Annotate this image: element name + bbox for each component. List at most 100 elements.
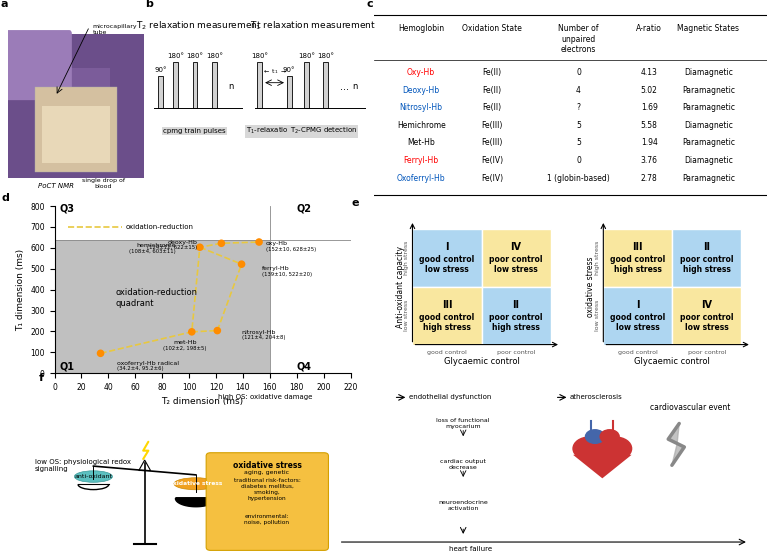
Text: T$_2$ relaxation measurement: T$_2$ relaxation measurement (136, 19, 262, 32)
Text: microcapillary
tube: microcapillary tube (93, 25, 137, 35)
Text: e: e (351, 198, 359, 208)
Text: b: b (146, 0, 153, 9)
Bar (412, 229, 481, 287)
Text: T$_1$ relaxation measurement: T$_1$ relaxation measurement (249, 19, 375, 32)
Text: ferryl-Hb: ferryl-Hb (262, 266, 289, 271)
Text: oxidation-reduction
quadrant: oxidation-reduction quadrant (115, 289, 197, 307)
Text: low stress: low stress (404, 300, 409, 331)
Text: Hemichrome: Hemichrome (397, 121, 446, 130)
Text: 180°: 180° (317, 53, 334, 58)
Text: Diamagnetic: Diamagnetic (684, 121, 733, 130)
Text: high stress: high stress (594, 241, 600, 275)
Text: oxoferryl-Hb radical: oxoferryl-Hb radical (117, 360, 178, 365)
Ellipse shape (74, 471, 112, 482)
Text: good control: good control (427, 350, 467, 355)
Text: anti-oxidant: anti-oxidant (75, 474, 112, 479)
Text: 90°: 90° (154, 67, 167, 74)
Ellipse shape (174, 478, 218, 490)
Text: Nitrosyl-Hb: Nitrosyl-Hb (400, 103, 442, 112)
Text: good control
high stress: good control high stress (610, 255, 665, 275)
Text: Met-Hb: Met-Hb (407, 138, 435, 148)
Point (215, 239, 227, 248)
Text: Paramagnetic: Paramagnetic (682, 138, 735, 148)
Bar (35, 87, 117, 172)
Text: Q1: Q1 (60, 361, 75, 371)
Text: single drop of
blood: single drop of blood (82, 178, 125, 189)
Text: poor control
high stress: poor control high stress (489, 313, 543, 333)
Text: heart failure: heart failure (449, 546, 492, 552)
Bar (55, 206, 270, 373)
Text: atherosclerosis: atherosclerosis (570, 394, 623, 400)
Text: Oxoferryl-Hb: Oxoferryl-Hb (397, 174, 446, 183)
Polygon shape (668, 423, 684, 465)
Text: Magnetic States: Magnetic States (677, 25, 739, 33)
Text: 4: 4 (576, 86, 581, 95)
Text: IV: IV (510, 242, 521, 252)
Text: Deoxy-Hb: Deoxy-Hb (403, 86, 439, 95)
Text: loss of functional
myocarium: loss of functional myocarium (436, 418, 490, 429)
Bar (287, 76, 291, 108)
Point (185, 328, 198, 336)
Polygon shape (175, 499, 217, 507)
Text: poor control
low stress: poor control low stress (489, 255, 543, 275)
Bar (192, 62, 197, 108)
Text: $\leftarrow$ t$_1$ $\rightarrow$: $\leftarrow$ t$_1$ $\rightarrow$ (262, 67, 287, 76)
X-axis label: T₂ dimension (ms): T₂ dimension (ms) (161, 398, 244, 407)
Text: (102±2, 198±5): (102±2, 198±5) (164, 345, 206, 350)
Text: oxidative stress: oxidative stress (169, 481, 223, 486)
Circle shape (599, 437, 632, 460)
Text: cardiovascular event: cardiovascular event (650, 403, 731, 412)
Text: IV: IV (701, 300, 712, 310)
Text: 5: 5 (576, 121, 581, 130)
Text: Fe(III): Fe(III) (481, 121, 502, 130)
Point (94, 349, 107, 358)
Text: endothelial dysfunction: endothelial dysfunction (409, 394, 492, 400)
Text: nitrosyl-Hb: nitrosyl-Hb (241, 330, 276, 335)
Polygon shape (139, 460, 150, 471)
Text: (121±4, 204±8): (121±4, 204±8) (241, 335, 285, 340)
Text: Paramagnetic: Paramagnetic (682, 103, 735, 112)
Bar (603, 229, 672, 287)
Text: 0: 0 (576, 156, 581, 165)
Text: Fe(II): Fe(II) (482, 103, 502, 112)
Text: 3.76: 3.76 (641, 156, 657, 165)
Text: Glycaemic control: Glycaemic control (634, 357, 710, 367)
Text: 180°: 180° (186, 53, 203, 58)
Bar (8, 34, 144, 178)
Circle shape (586, 430, 605, 443)
Text: n: n (353, 82, 358, 91)
Text: n: n (228, 82, 234, 91)
Text: oxy-Hb: oxy-Hb (266, 241, 287, 246)
Text: Fe(IV): Fe(IV) (481, 174, 503, 183)
Text: 180°: 180° (251, 53, 268, 58)
Text: poor control: poor control (497, 350, 535, 355)
Text: Hemoglobin: Hemoglobin (398, 25, 444, 33)
Text: (108±4, 603±11): (108±4, 603±11) (129, 250, 175, 255)
Text: 180°: 180° (298, 53, 315, 58)
Text: 0: 0 (576, 68, 581, 77)
Text: Oxy-Hb: Oxy-Hb (407, 68, 435, 77)
Text: Fe(IV): Fe(IV) (481, 156, 503, 165)
Bar (270, 206, 351, 373)
Text: deoxy-Hb: deoxy-Hb (167, 240, 197, 245)
Text: I: I (636, 300, 640, 310)
Bar (42, 106, 110, 163)
Text: 1.94: 1.94 (641, 138, 657, 148)
Text: environmental:
noise, pollution: environmental: noise, pollution (245, 514, 290, 525)
Text: cardiac output
decrease: cardiac output decrease (440, 459, 486, 470)
Text: Q2: Q2 (297, 203, 312, 213)
Text: high stress: high stress (404, 241, 409, 275)
Bar (173, 62, 178, 108)
Bar (212, 62, 217, 108)
Bar (672, 287, 742, 345)
Text: Diamagnetic: Diamagnetic (684, 156, 733, 165)
Text: Ferryl-Hb: Ferryl-Hb (404, 156, 439, 165)
Circle shape (600, 430, 619, 443)
Text: aging, genetic: aging, genetic (245, 471, 290, 476)
Text: Glycaemic control: Glycaemic control (443, 357, 520, 367)
Y-axis label: T₁ dimension (ms): T₁ dimension (ms) (16, 248, 25, 331)
Text: 5.58: 5.58 (641, 121, 657, 130)
Text: hemichrome: hemichrome (136, 243, 175, 248)
Text: Number of
unpaired
electrons: Number of unpaired electrons (559, 25, 599, 54)
Text: neuroendocrine
activation: neuroendocrine activation (439, 500, 488, 511)
